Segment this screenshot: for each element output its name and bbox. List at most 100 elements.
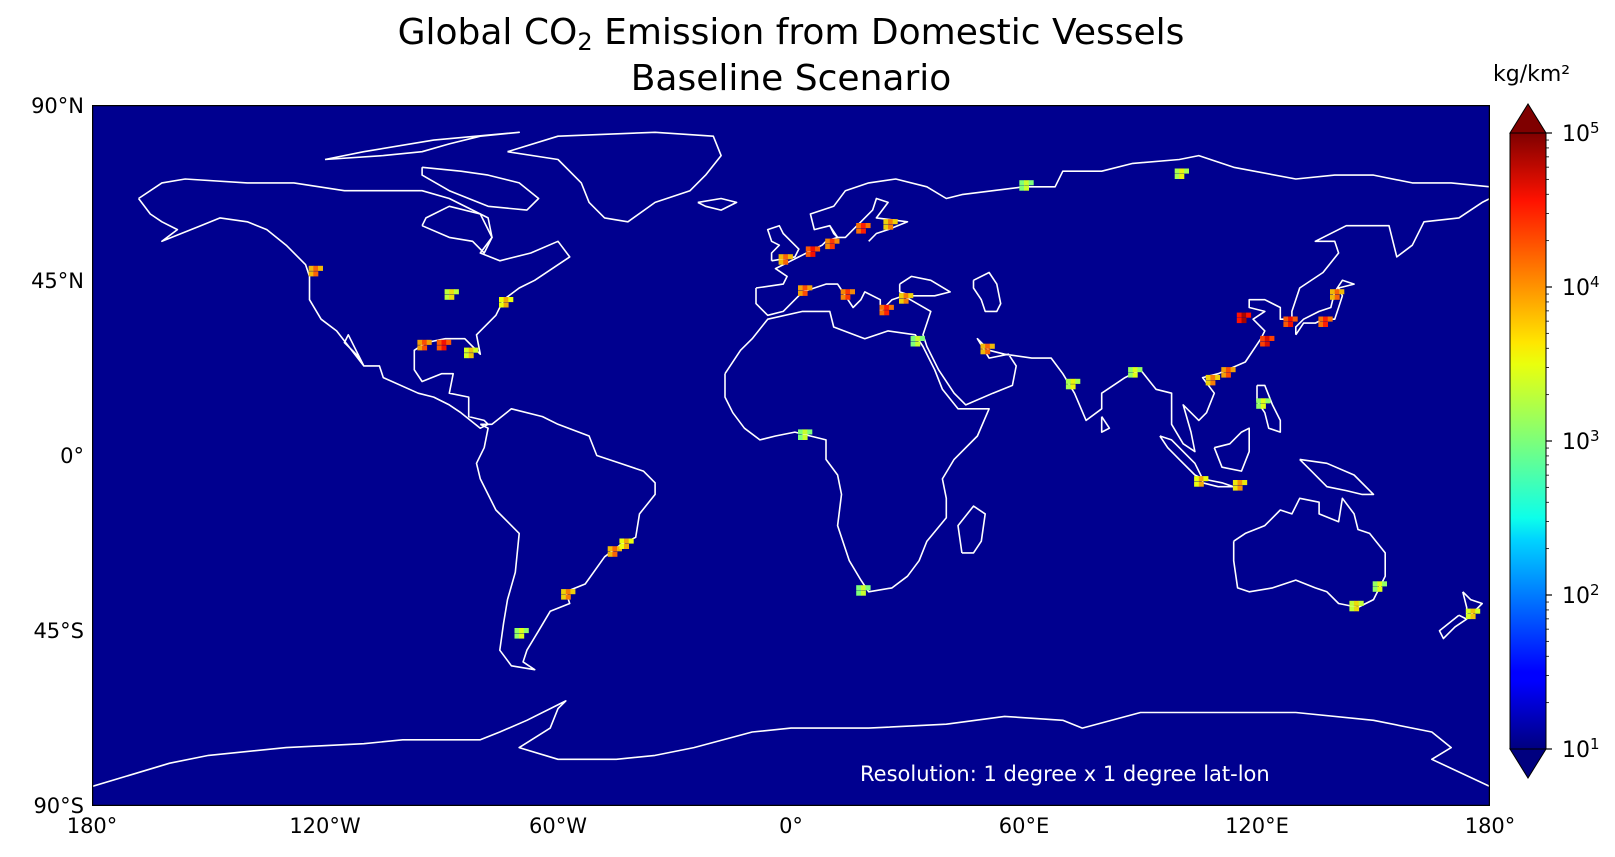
emission-cell (1232, 485, 1238, 491)
emission-cell (1269, 335, 1275, 341)
coastline-australia (1232, 497, 1386, 609)
emission-cell (860, 590, 866, 596)
emission-cell (1288, 316, 1294, 322)
emission-cell (1230, 367, 1236, 373)
emission-cell (1132, 372, 1138, 378)
colorbar-tick-10-1: 101 (1562, 734, 1600, 764)
emission-cell (436, 339, 442, 345)
emission-cell (860, 223, 866, 229)
emission-cell (856, 223, 862, 229)
emission-cell (503, 302, 509, 308)
emission-cell (1349, 606, 1355, 612)
emission-cell (1246, 312, 1252, 318)
emission-cell (1470, 608, 1476, 614)
emission-cell (903, 298, 909, 304)
emission-cell (1128, 372, 1134, 378)
emission-cell (519, 633, 525, 639)
emission-cell (624, 543, 629, 549)
emission-cell (499, 297, 504, 303)
emission-cell (1260, 398, 1266, 404)
emission-cell (1184, 168, 1189, 174)
emission-cell (561, 589, 567, 595)
emission-cell (318, 265, 323, 271)
emission-cell (883, 219, 889, 225)
lon-tick-60e: 60°E (998, 814, 1050, 838)
emission-cell (1237, 485, 1243, 491)
emission-cell (899, 293, 904, 299)
emission-cell (619, 543, 625, 549)
emission-cell (436, 345, 442, 351)
colorbar-tick-10-2: 102 (1562, 580, 1600, 610)
lat-tick-90s: 90°S (33, 794, 84, 818)
emission-cell (313, 271, 319, 277)
coastline-south-america (475, 408, 656, 671)
emission-cell (612, 551, 618, 557)
coastline-canadian-arctic (421, 166, 540, 211)
emission-cell (845, 294, 851, 300)
coastline-greenland (507, 131, 722, 223)
emission-cell (807, 285, 813, 291)
emission-cell (829, 238, 835, 244)
emission-cell (840, 289, 846, 295)
emission-cell (1237, 480, 1243, 486)
emission-cell (468, 353, 474, 359)
emission-cell (1174, 168, 1180, 174)
emission-cell (1198, 481, 1204, 487)
emission-cell (1260, 403, 1266, 409)
emission-cell (1205, 380, 1211, 386)
emission-cell (1070, 384, 1076, 390)
emission-cell (1260, 335, 1266, 341)
emission-cell (1179, 168, 1185, 174)
emission-cell (1318, 316, 1324, 322)
emission-cell (908, 293, 914, 299)
emission-cell (519, 628, 525, 634)
emission-cell (1354, 606, 1360, 612)
emission-cell (1330, 289, 1335, 295)
emission-cell (565, 589, 571, 595)
colorbar-unit-label: kg/km² (1493, 62, 1571, 87)
colorbar-gradient (1509, 132, 1547, 750)
emission-cell (1019, 180, 1025, 186)
colorbar-tick-10-3: 103 (1562, 426, 1600, 456)
emission-cell (1339, 289, 1345, 295)
emission-cell (1323, 321, 1328, 327)
emission-cell (523, 628, 529, 634)
emission-cell (860, 585, 866, 591)
lon-tick-60w: 60°W (529, 814, 587, 838)
emission-cell (1283, 321, 1289, 327)
emission-cell (1334, 294, 1340, 300)
map-border (92, 105, 1490, 806)
emission-cell (892, 219, 898, 225)
emission-cell (1024, 185, 1029, 191)
emission-cell (1194, 481, 1200, 487)
emission-cell (446, 339, 452, 345)
emission-cell (308, 271, 314, 277)
emission-cell (444, 294, 450, 300)
emission-cell (1221, 372, 1227, 378)
emission-cell (1465, 608, 1471, 614)
emission-cell (1065, 384, 1071, 390)
emission-cell (1265, 398, 1271, 404)
emission-cell (783, 254, 789, 260)
emission-cell (1132, 367, 1138, 373)
emission-cell (805, 251, 811, 257)
emission-cell (619, 538, 625, 544)
emission-cell (1019, 185, 1025, 191)
colorbar (1509, 103, 1552, 779)
chart-title-line2: Baseline Scenario (630, 58, 952, 99)
emission-cell (1203, 476, 1209, 482)
coastline-madagascar (957, 505, 986, 554)
emission-cell (514, 628, 520, 634)
emission-cell (884, 304, 890, 310)
emission-cell (1349, 600, 1355, 606)
emission-cell (1327, 316, 1333, 322)
emission-cell (607, 546, 613, 552)
emission-cell (1377, 581, 1383, 587)
emission-cell (888, 304, 894, 310)
colorbar-tick-marks (1546, 132, 1552, 750)
coastline-black-sea (898, 275, 951, 297)
emission-cell (1372, 586, 1378, 592)
emission-cell (860, 228, 866, 234)
emission-cell (778, 259, 784, 265)
emission-cell (565, 594, 571, 600)
